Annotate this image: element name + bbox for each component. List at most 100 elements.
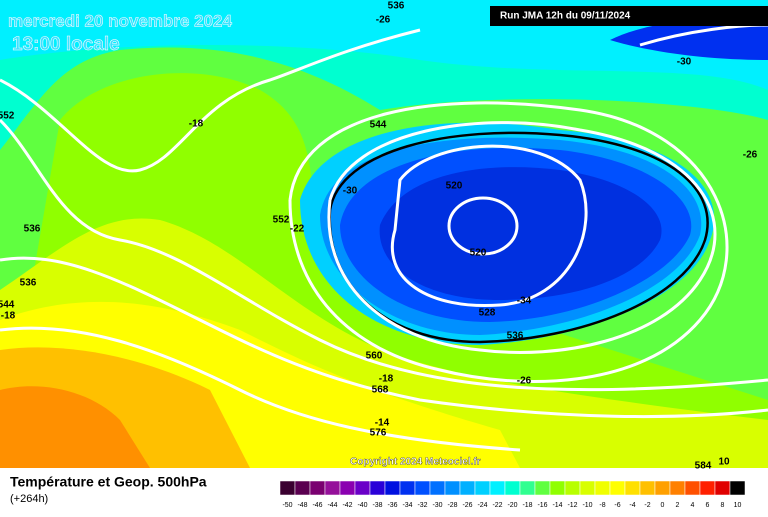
legend-label: -18	[522, 502, 532, 509]
legend-swatch	[369, 480, 386, 496]
contour-label: 536	[388, 1, 405, 12]
isotherm	[328, 131, 709, 344]
contour-label: 576	[370, 428, 387, 439]
contour-label: 568	[372, 385, 389, 396]
legend-swatch	[399, 480, 416, 496]
legend-label: -48	[297, 502, 307, 509]
legend-label: -32	[417, 502, 427, 509]
legend-label: -10	[582, 502, 592, 509]
legend-swatch	[294, 480, 311, 496]
legend-label: -16	[537, 502, 547, 509]
contour-label: 520	[446, 181, 463, 192]
contour-label: 10	[718, 457, 730, 468]
legend-swatch	[594, 480, 611, 496]
legend-label: 0	[661, 502, 665, 509]
legend-label: -44	[327, 502, 337, 509]
legend-swatch	[429, 480, 446, 496]
contour-label: 544	[0, 300, 15, 311]
legend-swatch	[384, 480, 401, 496]
contour-label: 536	[20, 278, 37, 289]
legend-swatch	[639, 480, 656, 496]
legend-swatch	[534, 480, 551, 496]
footer-lead: (+264h)	[10, 493, 48, 505]
legend-label: -8	[599, 502, 605, 509]
legend-swatch	[309, 480, 326, 496]
legend-swatch	[729, 480, 746, 496]
contour-label: -26	[517, 376, 532, 387]
contour-label: 584	[695, 461, 712, 472]
time: 13:00 locale	[12, 34, 120, 55]
legend-label: -26	[462, 502, 472, 509]
legend-label: -24	[477, 502, 487, 509]
zone	[0, 386, 150, 468]
contour-label: -18	[1, 311, 16, 322]
legend-label: 10	[734, 502, 742, 509]
legend-swatch	[654, 480, 671, 496]
legend-label: 8	[721, 502, 725, 509]
contour-label: -26	[743, 150, 758, 161]
legend-label: 6	[706, 502, 710, 509]
low	[379, 167, 662, 300]
contour-label: 544	[370, 120, 387, 131]
contour-label: -14	[375, 418, 390, 429]
legend-label: -4	[629, 502, 635, 509]
contour-label: 560	[366, 351, 383, 362]
contour-label: 536	[24, 224, 41, 235]
legend-swatch	[414, 480, 431, 496]
legend-label: -34	[402, 502, 412, 509]
run: Run JMA 12h du 09/11/2024	[500, 11, 631, 22]
legend-swatch	[339, 480, 356, 496]
legend-swatch	[699, 480, 716, 496]
contour-label: -18	[189, 119, 204, 130]
legend-label: -36	[387, 502, 397, 509]
legend-swatch	[474, 480, 491, 496]
legend-label: -50	[282, 502, 292, 509]
date: mercredi 20 novembre 2024	[8, 11, 233, 30]
contour-label: -22	[290, 224, 305, 235]
legend-label: -20	[507, 502, 517, 509]
legend-swatch	[504, 480, 521, 496]
legend-swatch	[609, 480, 626, 496]
contour-label: -30	[343, 186, 358, 197]
legend-swatch	[714, 480, 731, 496]
legend-label: -46	[312, 502, 322, 509]
legend-swatch	[459, 480, 476, 496]
legend-swatch	[324, 480, 341, 496]
legend-swatch	[579, 480, 596, 496]
contour-label: 528	[479, 308, 496, 319]
contour-label: 520	[470, 248, 487, 259]
legend-label: -30	[432, 502, 442, 509]
legend-swatch	[669, 480, 686, 496]
legend-label: 4	[691, 502, 695, 509]
legend-label: -6	[614, 502, 620, 509]
legend-label: 2	[676, 502, 680, 509]
legend-label: -12	[567, 502, 577, 509]
legend-swatch	[624, 480, 641, 496]
contour-label: 536	[507, 331, 524, 342]
legend-swatch	[444, 480, 461, 496]
legend-label: -28	[447, 502, 457, 509]
legend-label: -42	[342, 502, 352, 509]
legend-swatch	[519, 480, 536, 496]
legend-label: -22	[492, 502, 502, 509]
contour-label: -18	[379, 374, 394, 385]
contour-label: -26	[376, 15, 391, 26]
legend-swatch	[549, 480, 566, 496]
contour-label: -30	[677, 57, 692, 68]
contour-label: 552	[0, 111, 15, 122]
isohypses	[0, 23, 768, 452]
copyright: Copyright 2024 Meteociel.fr	[350, 457, 481, 468]
contour-label: 552	[273, 215, 290, 226]
legend-label: -2	[644, 502, 650, 509]
contour-label: -34	[517, 296, 532, 307]
legend-swatch	[279, 480, 296, 496]
legend-swatch	[354, 480, 371, 496]
run-box	[490, 6, 768, 26]
footer-title: Température et Geop. 500hPa	[10, 474, 207, 490]
legend-label: -14	[552, 502, 562, 509]
legend-swatch	[684, 480, 701, 496]
legend-swatch	[564, 480, 581, 496]
legend-swatch	[489, 480, 506, 496]
legend-label: -38	[372, 502, 382, 509]
